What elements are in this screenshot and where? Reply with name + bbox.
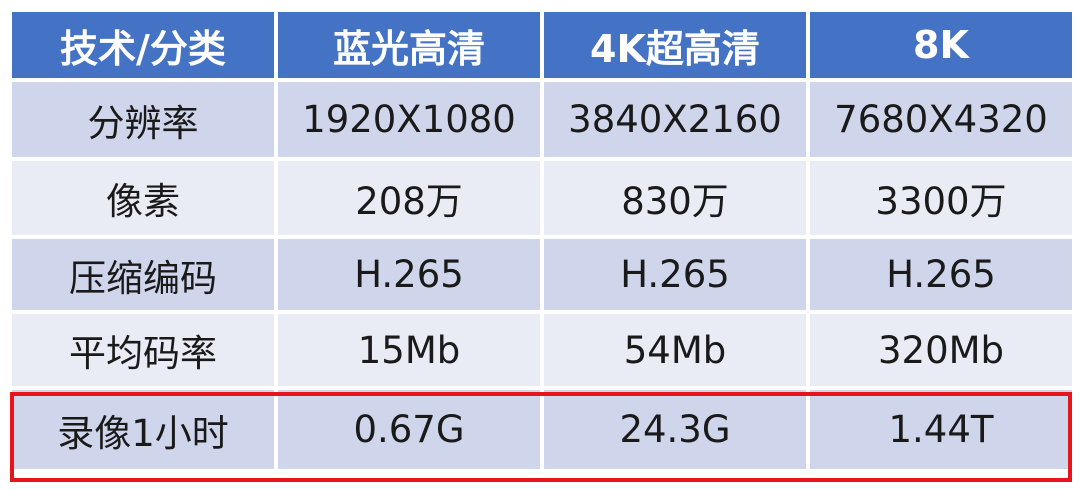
table-cell: 7680X4320 [810, 82, 1072, 157]
table-cell: 24.3G [544, 390, 806, 469]
table-cell: 830万 [544, 161, 806, 235]
row-label: 录像1小时 [12, 390, 274, 469]
header-cell: 蓝光高清 [278, 12, 540, 78]
header-cell: 4K超高清 [544, 12, 806, 78]
row-label: 压缩编码 [12, 239, 274, 310]
row-label: 像素 [12, 161, 274, 235]
row-label: 平均码率 [12, 314, 274, 386]
row-label: 分辨率 [12, 82, 274, 157]
table-cell: 208万 [278, 161, 540, 235]
header-cell: 8K [810, 12, 1072, 78]
table-cell: 54Mb [544, 314, 806, 386]
table-cell: H.265 [544, 239, 806, 310]
table-cell: 3300万 [810, 161, 1072, 235]
table-cell: 15Mb [278, 314, 540, 386]
table-cell: 320Mb [810, 314, 1072, 386]
table-cell: 1920X1080 [278, 82, 540, 157]
comparison-table: 技术/分类 蓝光高清 4K超高清 8K 分辨率 1920X1080 3840X2… [12, 12, 1072, 469]
table-cell: H.265 [810, 239, 1072, 310]
table-cell: 0.67G [278, 390, 540, 469]
header-cell: 技术/分类 [12, 12, 274, 78]
table-cell: 3840X2160 [544, 82, 806, 157]
table-cell: 1.44T [810, 390, 1072, 469]
table-cell: H.265 [278, 239, 540, 310]
